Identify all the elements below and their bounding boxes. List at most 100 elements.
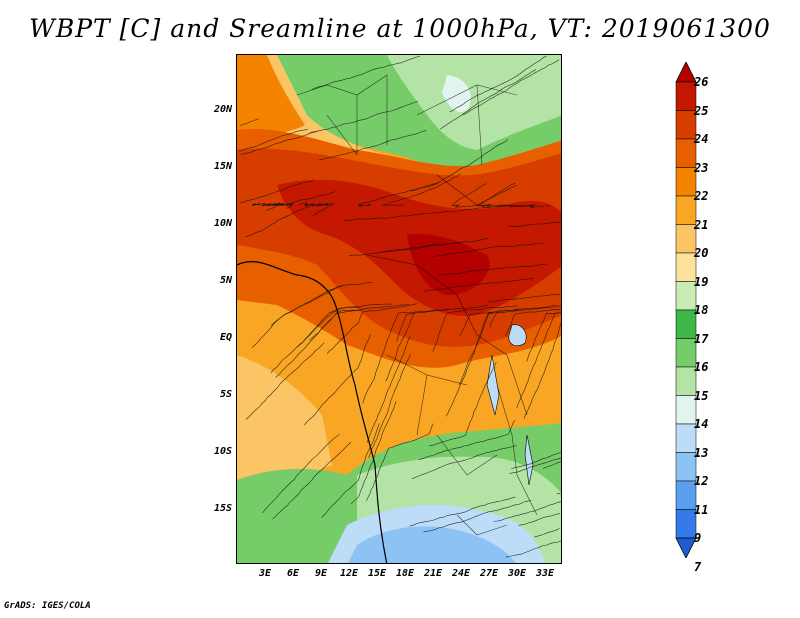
lon-label-15e: 15E [367, 568, 387, 579]
streamline [462, 59, 560, 116]
streamline [511, 452, 561, 470]
lon-label-12e: 12E [339, 568, 359, 579]
lon-label-3e: 3E [258, 568, 272, 579]
streamline [423, 277, 535, 292]
colorbar-label: 26 [694, 75, 709, 89]
streamline [516, 312, 559, 409]
streamline [251, 286, 343, 348]
colorbar-segment [675, 110, 697, 140]
streamline [311, 55, 420, 90]
streamline [318, 130, 427, 161]
streamline [245, 342, 325, 420]
streamline [459, 305, 557, 336]
colorbar-label: 14 [694, 417, 709, 431]
streamline [432, 243, 544, 257]
colorbar-segment [675, 395, 697, 425]
colorbar-label: 25 [694, 103, 709, 118]
streamline [326, 303, 418, 354]
streamline [382, 173, 462, 206]
colorbar-segment [675, 452, 697, 482]
colorbar-label: 9 [694, 531, 702, 545]
streamline [410, 139, 509, 192]
streamline [377, 238, 488, 254]
colorbar-segment [675, 509, 697, 539]
lake-malawi [524, 434, 534, 486]
grads-credit: GrADS: IGES/COLA [4, 601, 91, 611]
streamline [238, 129, 308, 151]
colorbar-label: 7 [694, 559, 702, 574]
streamline [505, 308, 561, 337]
colorbar-label: 22 [694, 189, 709, 203]
streamline [487, 294, 561, 303]
country-borders [296, 74, 538, 536]
streamline [534, 528, 560, 538]
streamline [456, 204, 551, 212]
streamline [508, 221, 561, 227]
colorbar-label: 11 [694, 502, 709, 517]
streamline [309, 304, 410, 341]
streamline [362, 311, 415, 404]
streamline [445, 313, 493, 417]
streamline [366, 335, 411, 443]
streamline [260, 202, 294, 209]
streamline [396, 304, 489, 342]
streamline [304, 334, 371, 426]
streamline [556, 492, 561, 495]
colorbar-label: 23 [694, 160, 709, 175]
map-field-svg [237, 55, 561, 563]
streamline [423, 500, 532, 533]
colorbar-label: 20 [694, 246, 709, 260]
colorbar [675, 62, 697, 558]
lat-label-10n: 10N [213, 218, 232, 229]
colorbar-segment [675, 281, 697, 311]
streamline [411, 445, 517, 479]
colorbar-label: 12 [694, 474, 709, 488]
streamline [518, 513, 560, 526]
colorbar-segment [675, 81, 697, 111]
colorbar-segment [675, 195, 697, 225]
colorbar-segment [675, 366, 697, 396]
streamline [368, 354, 411, 459]
lon-label-18e: 18E [395, 568, 415, 579]
map-title: WBPT [C] and Sreamline at 1000hPa, VT: 2… [29, 14, 771, 43]
lat-label-15s: 15S [213, 503, 232, 514]
streamline [275, 309, 364, 378]
lat-label-5n: 5N [219, 275, 232, 286]
colorbar-label: 19 [694, 274, 709, 289]
streamline [239, 118, 259, 127]
streamline [477, 182, 534, 208]
colorbar-label: 15 [694, 388, 709, 403]
lake-victoria [508, 324, 527, 347]
streamline [509, 457, 561, 474]
atlantic-yellow-zone [237, 355, 332, 485]
streamline [311, 202, 334, 217]
hot-core [407, 234, 490, 295]
streamline [432, 305, 518, 353]
colorbar-label: 13 [694, 445, 709, 460]
streamline [262, 433, 340, 514]
streamline [437, 263, 547, 276]
streamline [543, 461, 561, 469]
southern-blue-zone [348, 526, 516, 563]
colorbar-label: 24 [694, 132, 709, 146]
sahara-light-green-zone [387, 55, 561, 150]
lon-label-6e: 6E [286, 568, 300, 579]
map-plot [236, 54, 562, 564]
lat-label-5s: 5S [219, 389, 232, 400]
streamline [458, 308, 520, 386]
streamline [244, 202, 314, 238]
lat-label-eq: EQ [219, 332, 232, 343]
streamline [348, 242, 461, 256]
colorbar-label: 18 [694, 303, 709, 317]
streamline [239, 180, 314, 204]
streamline [429, 361, 497, 447]
colorbar-segment [675, 224, 697, 254]
colorbar-label: 16 [694, 360, 709, 374]
colorbar-label: 21 [694, 217, 709, 232]
streamline [450, 183, 509, 208]
lat-label-20n: 20N [213, 104, 232, 115]
streamline [526, 312, 561, 362]
colorbar-top-triangle [675, 62, 697, 83]
sahara-pale-zone [442, 75, 471, 113]
colorbar-segment [675, 480, 697, 510]
